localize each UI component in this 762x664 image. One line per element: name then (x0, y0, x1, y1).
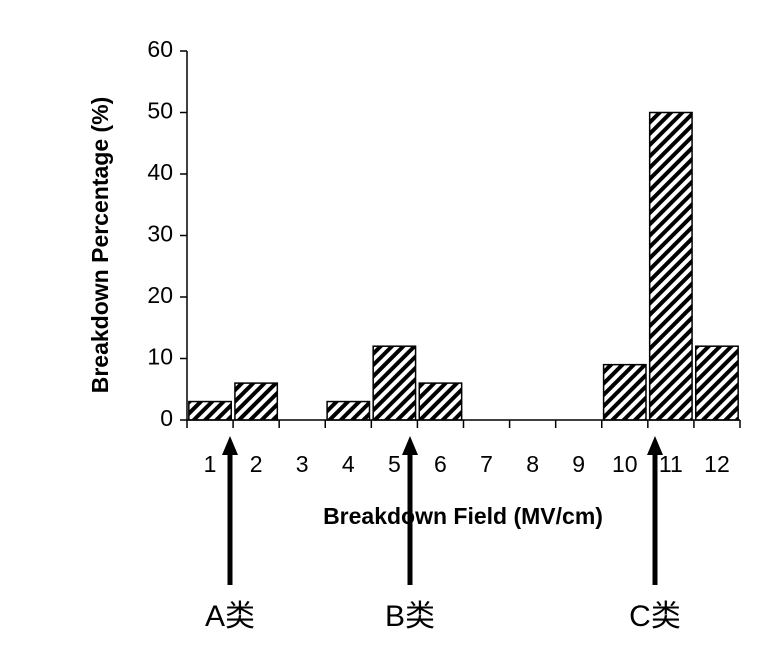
y-tick-label: 60 (147, 36, 173, 62)
y-tick-label: 10 (147, 344, 173, 370)
bar (602, 363, 647, 421)
annotation: A类 (205, 600, 255, 633)
y-tick-label: 50 (147, 98, 173, 124)
x-tick-label: 2 (250, 451, 263, 477)
x-tick-label: 11 (659, 451, 683, 477)
bar (695, 345, 739, 421)
y-tick-label: 30 (147, 221, 173, 247)
x-tick-label: 3 (296, 451, 309, 477)
x-tick-label: 6 (434, 451, 447, 477)
bar (372, 345, 417, 421)
bar (234, 382, 279, 421)
bar (326, 400, 371, 421)
annotation: B类 (385, 600, 435, 633)
arrow-head (402, 436, 418, 455)
arrow-head (222, 436, 238, 455)
x-tick-label: 5 (388, 451, 401, 477)
y-tick-label: 40 (147, 159, 173, 185)
annotation: C类 (629, 600, 681, 633)
x-tick-label: 7 (480, 451, 493, 477)
bar (418, 382, 463, 421)
y-axis-title: Breakdown Percentage (%) (87, 97, 113, 394)
x-tick-label: 12 (704, 451, 730, 477)
x-tick-label: 9 (572, 451, 585, 477)
bar (648, 111, 693, 421)
x-axis-title: Breakdown Field (MV/cm) (323, 503, 603, 529)
x-tick-label: 8 (526, 451, 539, 477)
y-tick-label: 20 (147, 282, 173, 308)
x-tick-label: 10 (612, 451, 638, 477)
y-tick-label: 0 (160, 405, 173, 431)
x-tick-label: 1 (204, 451, 217, 477)
bar (188, 400, 232, 421)
arrow-head (647, 436, 663, 455)
x-tick-label: 4 (342, 451, 355, 477)
